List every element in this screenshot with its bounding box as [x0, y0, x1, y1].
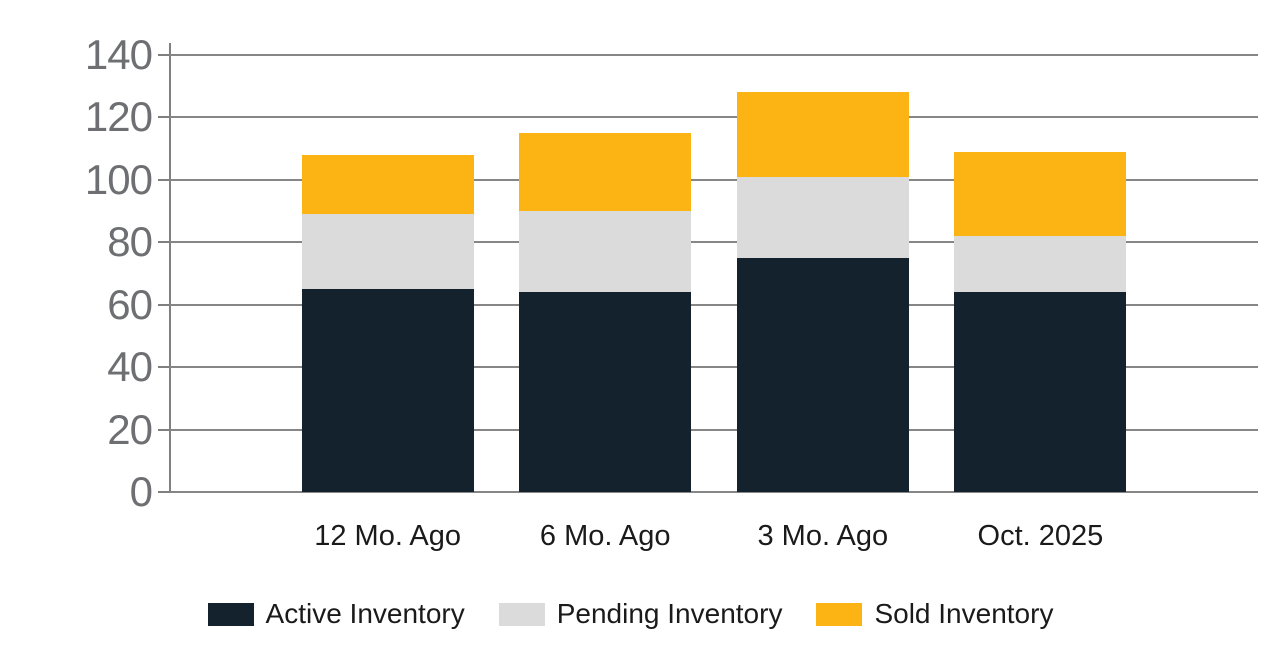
y-axis-line [169, 43, 171, 492]
bar-segment-6-mo-ago-pending-inventory [519, 211, 692, 293]
x-tick-label-3-mo-ago: 3 Mo. Ago [757, 520, 889, 552]
gridline-40 [170, 366, 1258, 369]
bar-segment-oct-2025-active-inventory [954, 292, 1127, 492]
y-tick-label-100: 100 [84, 155, 153, 203]
legend-label-sold-inventory: Sold Inventory [874, 598, 1054, 629]
bar-segment-oct-2025-sold-inventory [954, 151, 1127, 237]
bar-segment-12-mo-ago-active-inventory [301, 289, 474, 492]
x-tick-label-6-mo-ago: 6 Mo. Ago [539, 520, 671, 552]
y-tick-label-0: 0 [129, 468, 153, 515]
y-tick-mark-20 [158, 428, 170, 431]
bar-segment-12-mo-ago-sold-inventory [301, 154, 474, 215]
y-tick-label-140: 140 [84, 31, 153, 78]
y-tick-mark-40 [158, 366, 170, 369]
bar-segment-6-mo-ago-sold-inventory [519, 133, 692, 212]
bar-segment-12-mo-ago-pending-inventory [301, 214, 474, 290]
bar-segment-3-mo-ago-active-inventory [736, 257, 909, 492]
legend-swatch-sold-inventory [816, 602, 863, 626]
gridline-100 [170, 178, 1258, 181]
legend-label-pending-inventory: Pending Inventory [556, 598, 783, 629]
legend: Active Inventory Pending Inventory Sold In… [0, 598, 1261, 630]
y-tick-mark-60 [158, 303, 170, 306]
y-tick-label-40: 40 [107, 343, 153, 391]
y-tick-label-60: 60 [107, 280, 153, 328]
bar-segment-3-mo-ago-pending-inventory [736, 176, 909, 258]
legend-swatch-active-inventory [207, 602, 254, 626]
y-tick-mark-120 [158, 116, 170, 119]
legend-item-pending-inventory: Pending Inventory [498, 598, 783, 630]
gridline-80 [170, 241, 1258, 244]
y-tick-mark-140 [158, 54, 170, 56]
y-tick-label-20: 20 [107, 405, 153, 453]
x-axis-labels: 12 Mo. Ago 6 Mo. Ago 3 Mo. Ago Oct. 2025 [170, 492, 1258, 562]
x-tick-label-12-mo-ago: 12 Mo. Ago [314, 520, 461, 552]
y-axis: 0 20 40 60 80 100 120 140 [0, 34, 153, 513]
bar-segment-oct-2025-pending-inventory [954, 236, 1127, 293]
legend-swatch-pending-inventory [498, 602, 545, 626]
y-tick-label-80: 80 [107, 218, 153, 266]
y-tick-mark-80 [158, 241, 170, 244]
gridline-60 [170, 303, 1258, 306]
legend-item-active-inventory: Active Inventory [207, 598, 465, 630]
y-tick-mark-100 [158, 178, 170, 181]
x-tick-label-oct-2025: Oct. 2025 [977, 520, 1104, 552]
plot-area [158, 43, 1258, 493]
gridline-140 [170, 54, 1258, 56]
legend-label-active-inventory: Active Inventory [265, 598, 465, 629]
legend-item-sold-inventory: Sold Inventory [816, 598, 1053, 630]
bar-segment-3-mo-ago-sold-inventory [736, 92, 909, 177]
y-tick-label-120: 120 [84, 93, 153, 141]
gridline-120 [170, 116, 1258, 119]
gridline-0 [170, 491, 1258, 493]
bar-segment-6-mo-ago-active-inventory [519, 292, 692, 492]
gridline-20 [170, 428, 1258, 431]
y-tick-mark-0 [158, 491, 170, 493]
